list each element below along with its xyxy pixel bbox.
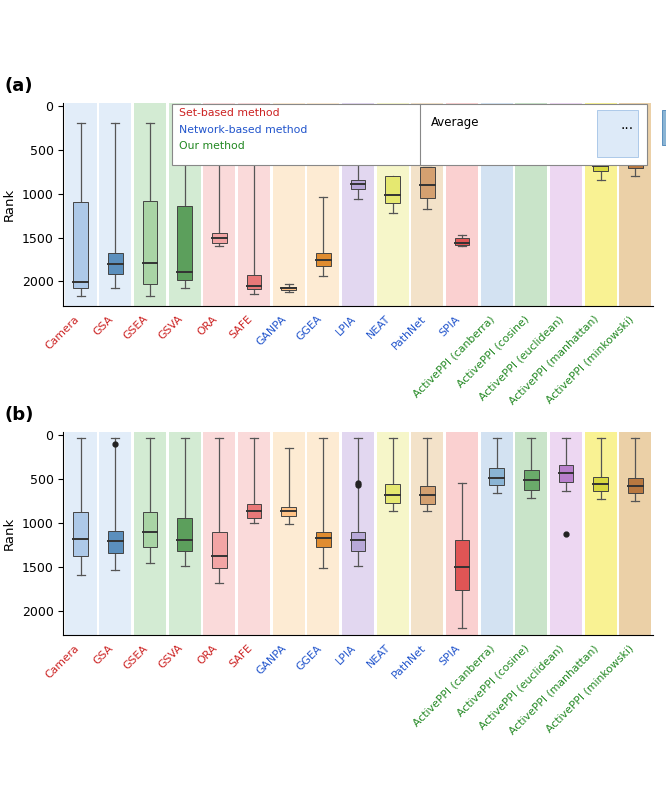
FancyBboxPatch shape — [597, 110, 638, 157]
Bar — [246, 276, 261, 289]
Bar — [168, 433, 200, 635]
Bar — [272, 103, 304, 306]
Bar — [168, 103, 200, 306]
Bar — [455, 541, 470, 591]
Bar — [73, 202, 88, 288]
Bar — [446, 103, 478, 306]
FancyBboxPatch shape — [661, 110, 666, 145]
Bar — [481, 103, 513, 306]
Bar — [307, 103, 339, 306]
Bar — [342, 103, 374, 306]
Bar — [593, 477, 608, 491]
Text: Our method: Our method — [179, 141, 245, 151]
Bar — [515, 103, 547, 306]
Bar — [490, 468, 504, 485]
Bar — [386, 484, 400, 503]
Bar — [316, 532, 330, 547]
Bar — [559, 121, 573, 137]
Text: (b): (b) — [5, 407, 34, 424]
Bar — [177, 206, 192, 279]
Bar — [108, 530, 123, 553]
Bar — [515, 433, 547, 635]
Text: Set-based method: Set-based method — [179, 108, 280, 118]
Bar — [585, 433, 617, 635]
Text: (a): (a) — [5, 77, 33, 95]
Bar — [212, 532, 226, 569]
Bar — [412, 433, 444, 635]
FancyBboxPatch shape — [172, 104, 647, 165]
Bar — [490, 128, 504, 137]
Bar — [619, 103, 651, 306]
Bar — [203, 103, 235, 306]
Bar — [177, 518, 192, 551]
Y-axis label: Rank: Rank — [3, 188, 16, 222]
Bar — [238, 103, 270, 306]
Bar — [386, 176, 400, 203]
Bar — [203, 433, 235, 635]
Text: Network-based method: Network-based method — [179, 125, 308, 134]
Bar — [99, 433, 131, 635]
Bar — [619, 433, 651, 635]
Bar — [550, 433, 582, 635]
Bar — [307, 433, 339, 635]
Bar — [446, 433, 478, 635]
Text: ...: ... — [620, 118, 633, 133]
Bar — [585, 103, 617, 306]
Bar — [281, 507, 296, 516]
Bar — [143, 201, 157, 284]
Text: Average: Average — [430, 117, 479, 129]
Bar — [550, 103, 582, 306]
Bar — [238, 433, 270, 635]
Bar — [143, 512, 157, 546]
Bar — [455, 237, 470, 245]
Y-axis label: Rank: Rank — [3, 517, 16, 550]
Bar — [134, 103, 166, 306]
Bar — [420, 486, 435, 503]
Bar — [99, 103, 131, 306]
Bar — [628, 478, 643, 493]
Bar — [316, 253, 330, 266]
Bar — [108, 253, 123, 274]
Bar — [65, 103, 97, 306]
Bar — [65, 433, 97, 635]
Bar — [593, 160, 608, 171]
Bar — [134, 433, 166, 635]
Bar — [377, 103, 409, 306]
Bar — [281, 287, 296, 291]
Bar — [377, 433, 409, 635]
Bar — [212, 233, 226, 243]
Bar — [73, 512, 88, 556]
Bar — [524, 128, 539, 137]
Bar — [420, 168, 435, 198]
Bar — [524, 470, 539, 491]
Bar — [342, 433, 374, 635]
Bar — [351, 180, 365, 189]
Bar — [246, 503, 261, 518]
Bar — [628, 158, 643, 168]
Bar — [559, 464, 573, 483]
Bar — [481, 433, 513, 635]
Bar — [351, 532, 365, 551]
Bar — [272, 433, 304, 635]
Bar — [412, 103, 444, 306]
